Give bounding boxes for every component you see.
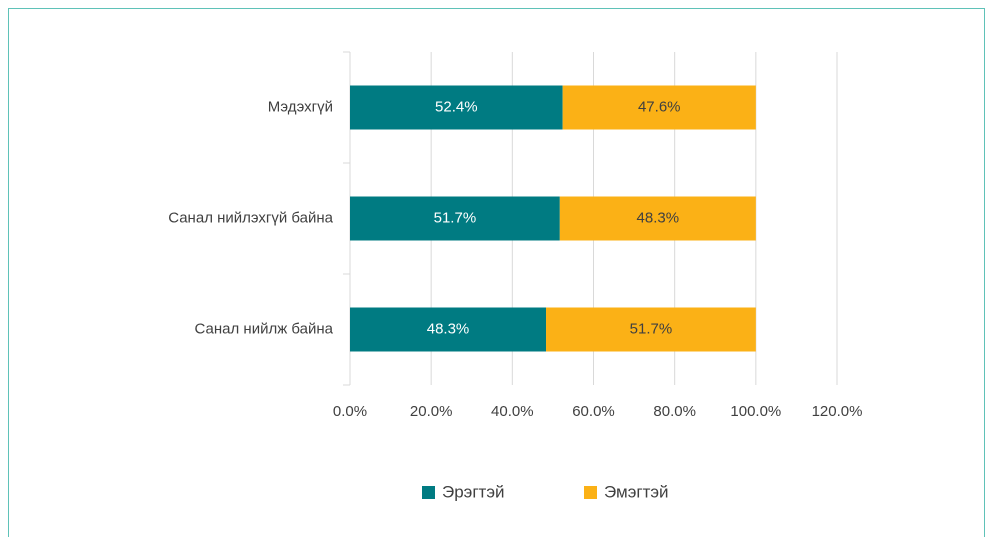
x-tick-label: 0.0% xyxy=(333,403,367,420)
x-tick-label: 100.0% xyxy=(730,403,781,420)
x-tick-label: 60.0% xyxy=(572,403,615,420)
x-tick-label: 80.0% xyxy=(653,403,696,420)
frame xyxy=(8,8,985,537)
x-tick-label: 40.0% xyxy=(491,403,534,420)
y-tick-label: Санал нийлж байна xyxy=(195,320,334,337)
value-label: 47.6% xyxy=(638,98,681,115)
value-label: 48.3% xyxy=(427,320,470,337)
x-tick-label: 20.0% xyxy=(410,403,453,420)
legend-label: Эрэгтэй xyxy=(442,482,505,501)
legend-swatch xyxy=(422,486,435,499)
bar-segment xyxy=(350,196,560,241)
y-tick-label: Санал нийлэхгүй байна xyxy=(168,209,333,226)
bar-segment xyxy=(546,307,756,352)
value-label: 51.7% xyxy=(434,209,477,226)
x-tick-label: 120.0% xyxy=(812,403,863,420)
y-tick-label: Мэдэхгүй xyxy=(268,98,333,115)
value-label: 52.4% xyxy=(435,98,478,115)
value-label: 48.3% xyxy=(637,209,680,226)
bar-segment xyxy=(559,196,756,241)
bar-segment xyxy=(350,307,547,352)
legend-swatch xyxy=(584,486,597,499)
bar-segment xyxy=(562,85,756,130)
bar-segment xyxy=(350,85,563,130)
value-label: 51.7% xyxy=(630,320,673,337)
legend-label: Эмэгтэй xyxy=(604,482,669,501)
